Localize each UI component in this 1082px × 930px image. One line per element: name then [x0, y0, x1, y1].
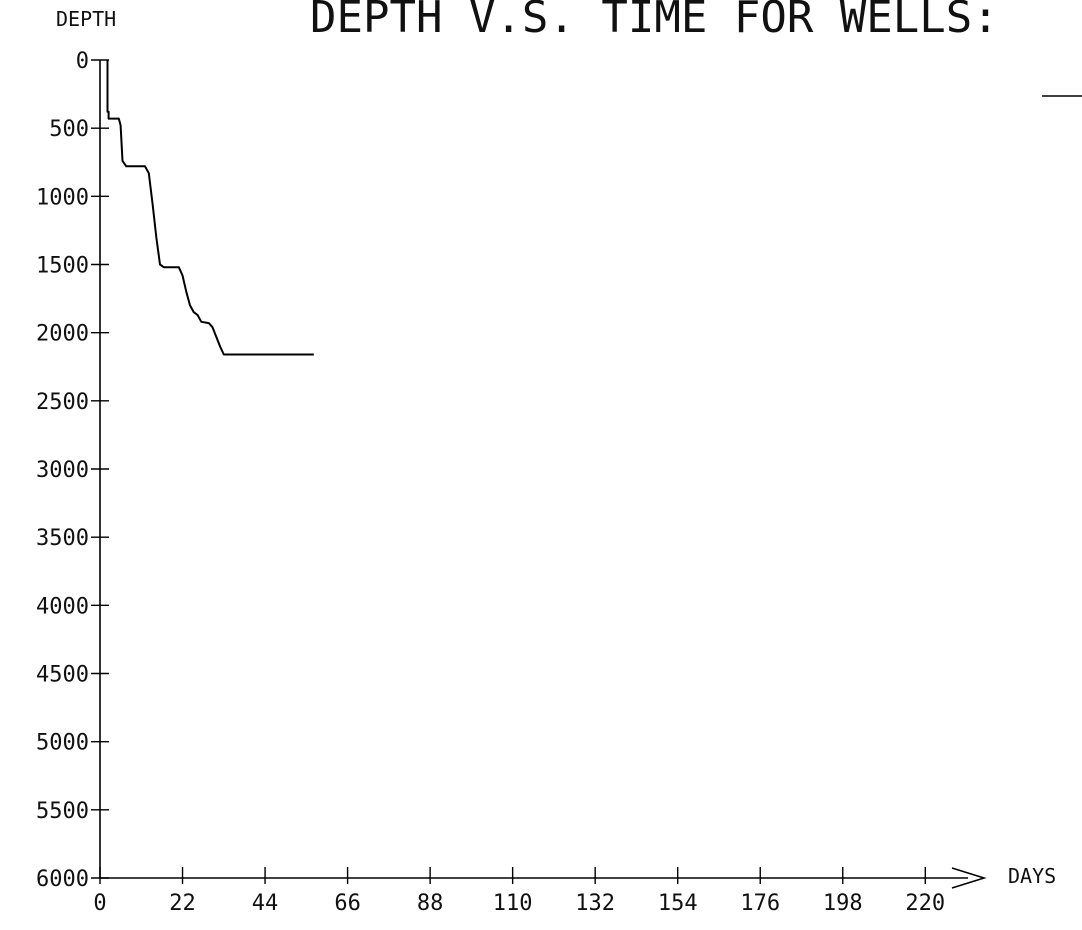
y-axis-label: DEPTH	[56, 7, 116, 31]
chart-title: DEPTH V.S. TIME FOR WELLS:	[310, 0, 999, 43]
y-tick-label: 4500	[36, 663, 89, 688]
x-tick-label: 0	[93, 891, 106, 916]
y-tick-label: 500	[49, 117, 89, 142]
y-tick-label: 3500	[36, 526, 89, 551]
y-tick-label: 2500	[36, 390, 89, 415]
x-ticks: 0 22 44 66 88 110 132 154 176 198 220	[93, 867, 945, 916]
x-tick-label: 110	[493, 891, 533, 916]
x-tick-label: 220	[905, 891, 945, 916]
y-tick-label: 6000	[36, 867, 89, 892]
y-ticks: 0 500 1000 1500 2000 2500 3000 3500 4000 4500 5000…	[36, 49, 109, 892]
x-axis-arrow-icon	[951, 867, 987, 889]
y-tick-label: 4000	[36, 594, 89, 619]
series-layer	[106, 60, 314, 356]
series-line-1	[106, 60, 314, 356]
y-tick-label: 2000	[36, 322, 89, 347]
y-tick-label: 5000	[36, 731, 89, 756]
x-tick-label: 22	[169, 891, 196, 916]
y-tick-label: 3000	[36, 458, 89, 483]
x-tick-label: 176	[740, 891, 780, 916]
x-tick-label: 44	[252, 891, 279, 916]
x-tick-label: 154	[658, 891, 698, 916]
x-axis-label: DAYS	[1008, 864, 1056, 888]
y-tick-label: 1500	[36, 254, 89, 279]
x-tick-label: 132	[575, 891, 615, 916]
x-tick-label: 66	[334, 891, 361, 916]
y-tick-label: 1000	[36, 185, 89, 210]
y-tick-label: 5500	[36, 799, 89, 824]
y-tick-label: 0	[76, 49, 89, 74]
x-tick-label: 88	[417, 891, 444, 916]
x-tick-label: 198	[823, 891, 863, 916]
